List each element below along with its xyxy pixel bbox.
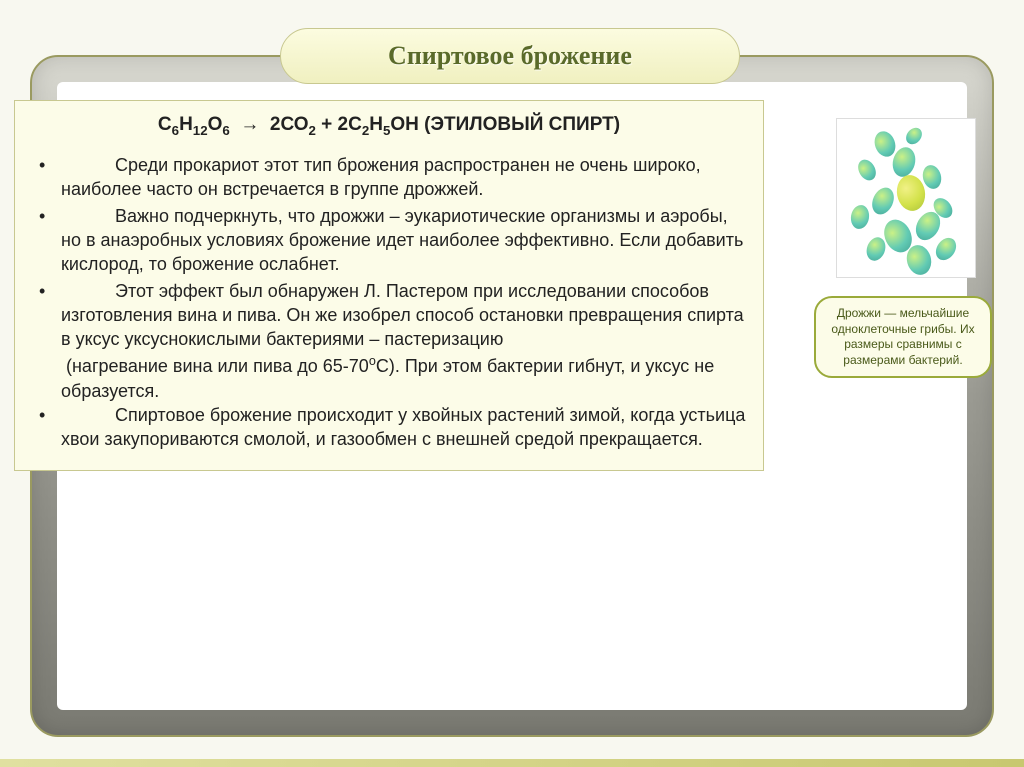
yeast-cell-icon [868,184,898,218]
slide-title: Спиртовое брожение [388,41,632,71]
yeast-cell-icon [863,235,888,264]
note-line: (нагревание вина или пива до 65-70оС). П… [31,353,747,403]
bullet-item: Важно подчеркнуть, что дрожжи – эукариот… [31,204,747,277]
bottom-accent-bar [0,759,1024,767]
yeast-cell-icon [849,204,871,231]
bullet-item: Спиртовое брожение происходит у хвойных … [31,403,747,452]
image-caption: Дрожжи — мельчайшие одноклеточные грибы.… [814,296,992,378]
yeast-cell-icon [855,156,880,183]
yeast-cell-icon [903,125,925,148]
slide-title-banner: Спиртовое брожение [280,28,740,84]
chemical-formula: С6Н12О6 → 2СО2 + 2С2Н5ОН (ЭТИЛОВЫЙ СПИРТ… [31,113,747,139]
bullet-item: Этот эффект был обнаружен Л. Пастером пр… [31,279,747,352]
bullet-item: Среди прокариот этот тип брожения распро… [31,153,747,202]
content-box: С6Н12О6 → 2СО2 + 2С2Н5ОН (ЭТИЛОВЫЙ СПИРТ… [14,100,764,471]
bullet-list: Среди прокариот этот тип брожения распро… [31,153,747,452]
yeast-cell-icon [904,242,935,277]
yeast-image [836,118,976,278]
yeast-cell-icon [932,234,961,264]
